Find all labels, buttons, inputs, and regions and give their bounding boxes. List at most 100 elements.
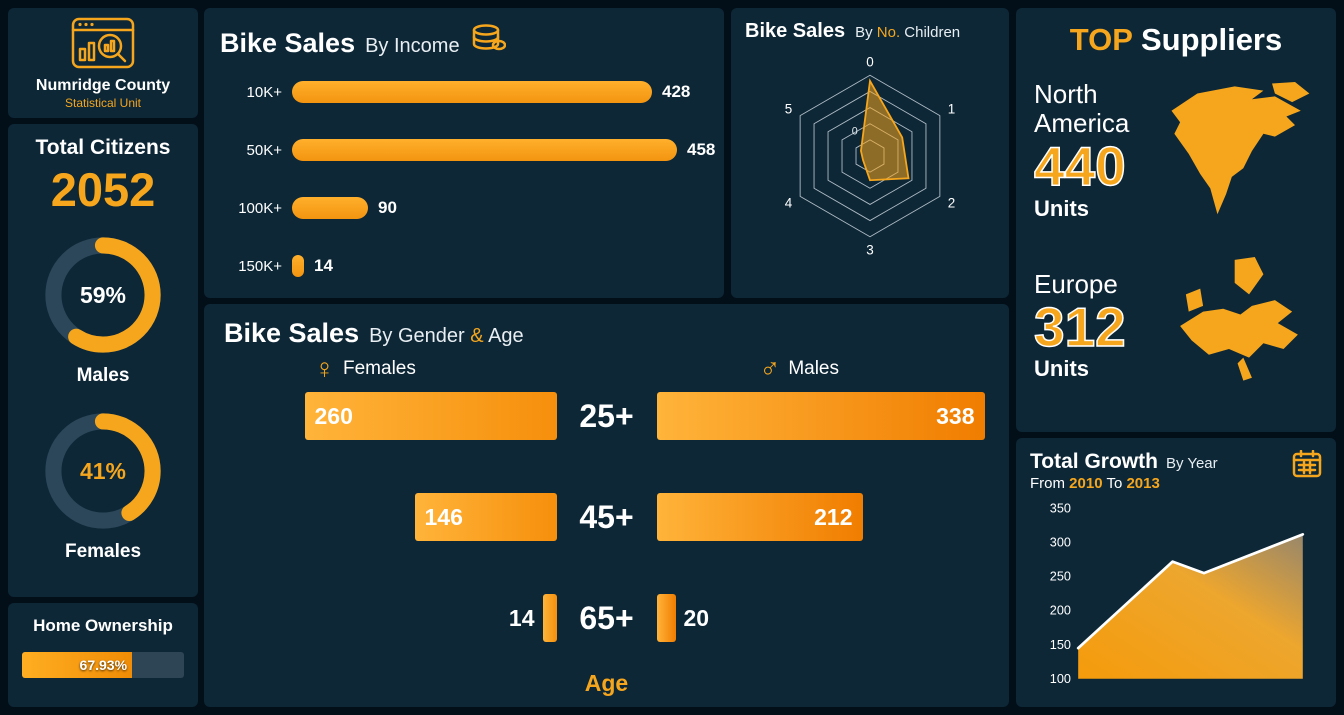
gender-age-title: Bike Sales [224, 318, 360, 348]
region-value: 440 [1033, 135, 1126, 198]
total-growth-card: Total Growth By Year From 2010 To 2013 [1016, 438, 1336, 707]
growth-ytick: 150 [1050, 638, 1071, 652]
income-category-label: 150K+ [238, 257, 282, 275]
income-value-label: 428 [662, 82, 691, 101]
income-bar[interactable] [292, 139, 677, 161]
income-bar[interactable] [292, 255, 304, 277]
male-side: 20 [656, 594, 990, 642]
income-value-label: 458 [687, 140, 716, 159]
region-name: Europe [1034, 268, 1118, 299]
bike-sales-children-card: Bike Sales By No. Children 0 1 2 3 4 5 0 [731, 8, 1009, 298]
income-chart-title: Bike Sales [220, 28, 356, 58]
females-gauge-label: Females [64, 541, 142, 562]
male-value-label: 20 [683, 604, 710, 631]
females-gauge[interactable]: 41% [41, 409, 165, 533]
income-row: 50K+ 458 [220, 121, 716, 179]
coins-icon [472, 24, 506, 51]
calendar-icon [1292, 450, 1322, 478]
region-units: Units [1034, 356, 1089, 382]
growth-from-year: 2010 [1069, 475, 1103, 492]
males-gauge-arc [45, 237, 161, 353]
growth-ytick: 200 [1050, 604, 1071, 618]
legend-females[interactable]: ♀ Females [314, 353, 416, 384]
brand-card: Numridge County Statistical Unit [8, 8, 198, 118]
north-america-map[interactable] [1160, 81, 1318, 221]
growth-area[interactable] [1078, 534, 1303, 679]
home-ownership-card: Home Ownership 67.93% [8, 603, 198, 707]
income-row: 150K+ 14 [220, 237, 714, 295]
children-chart-title: Bike Sales [745, 20, 846, 42]
growth-area-chart[interactable]: 350 300 250 200 150 100 [1030, 494, 1322, 686]
legend-males[interactable]: ♂ Males [759, 353, 839, 384]
income-row: 100K+ 90 [220, 179, 714, 237]
growth-line [1076, 533, 1305, 650]
female-side: 146 [224, 493, 557, 541]
female-icon: ♀ [314, 353, 335, 384]
top-suppliers-card: TOP Suppliers North America 440 Units Eu… [1016, 8, 1336, 432]
total-citizens-title: Total Citizens [35, 136, 171, 159]
age-band-label: 25+ [579, 397, 634, 434]
magnifier-analytics-icon [71, 17, 135, 69]
gender-age-row: 146 45+ 212 [224, 492, 989, 542]
growth-ytick: 350 [1050, 502, 1071, 516]
home-ownership-value: 67.93% [79, 657, 128, 673]
gender-age-rows: 260 25+ 338 146 45+ 212 14 65+ 20 [224, 391, 989, 643]
income-value-label: 90 [378, 198, 397, 217]
gender-age-amp: & [470, 325, 484, 347]
home-ownership-bar[interactable]: 67.93% [22, 652, 133, 678]
gender-age-row: 14 65+ 20 [224, 593, 989, 643]
growth-range: From 2010 To 2013 [1030, 475, 1160, 492]
radar-axis-label: 4 [785, 196, 793, 211]
total-citizens-value: 2052 [50, 163, 156, 216]
female-bar[interactable]: 146 [414, 493, 557, 541]
male-bar[interactable]: 212 [656, 493, 863, 541]
gender-age-row: 260 25+ 338 [224, 391, 989, 441]
female-side: 260 [224, 392, 557, 440]
region-name: North America [1034, 79, 1130, 139]
growth-subtitle: By Year [1165, 455, 1218, 472]
gender-legend: ♀ Females ♂ Males [224, 349, 989, 383]
income-row: 10K+ 428 [220, 63, 714, 121]
income-bar[interactable] [292, 197, 368, 219]
radar-scale-tick: 0 [852, 125, 858, 137]
female-value-label: 14 [508, 604, 535, 631]
region-north-america: North America 440 Units [1033, 79, 1318, 222]
income-chart-subtitle: By Income [365, 35, 460, 57]
growth-ytick: 300 [1050, 536, 1071, 550]
income-bar[interactable] [292, 81, 652, 103]
age-axis-label: Age [584, 670, 629, 696]
europe-map[interactable] [1160, 256, 1318, 396]
male-value-label: 338 [936, 402, 975, 429]
male-icon: ♂ [759, 353, 781, 384]
home-ownership-title: Home Ownership [33, 616, 173, 635]
suppliers-title: TOP Suppliers [1069, 22, 1283, 57]
males-gauge-label: Males [76, 365, 130, 386]
growth-plot: 350 300 250 200 150 100 [1050, 502, 1305, 686]
income-category-label: 50K+ [246, 141, 282, 159]
males-gauge[interactable]: 59% [41, 233, 165, 357]
radar-data-shape[interactable] [860, 78, 910, 182]
growth-to-year: 2013 [1126, 475, 1160, 492]
income-chart-rows: 10K+ 428 50K+ 458 100K+ 90 150K+ 14 [220, 63, 716, 295]
radar-grid-ring [827, 107, 913, 205]
female-side: 14 [224, 594, 557, 642]
male-bar[interactable] [656, 594, 676, 642]
female-bar[interactable] [542, 594, 557, 642]
male-bar[interactable]: 338 [656, 392, 985, 440]
income-category-label: 10K+ [246, 83, 282, 101]
radar-axis-label: 5 [785, 101, 792, 116]
bike-sales-gender-age-card: Bike Sales By Gender & Age ♀ Females ♂ M… [204, 304, 1009, 707]
radar-grid-ring [813, 90, 927, 222]
children-subtitle-highlight: No. [876, 24, 901, 41]
female-bar[interactable]: 260 [304, 392, 557, 440]
children-chart-subtitle: By No. Children [855, 24, 961, 41]
radar-chart[interactable]: 0 1 2 3 4 5 0 [746, 43, 994, 269]
age-band-label: 45+ [579, 498, 634, 535]
radar-axis-label: 3 [866, 243, 873, 258]
females-gauge-value: 41% [79, 457, 127, 484]
income-value-label: 14 [314, 256, 333, 275]
females-gauge-arc [45, 413, 161, 529]
region-units: Units [1034, 195, 1089, 221]
region-value: 312 [1033, 295, 1126, 358]
